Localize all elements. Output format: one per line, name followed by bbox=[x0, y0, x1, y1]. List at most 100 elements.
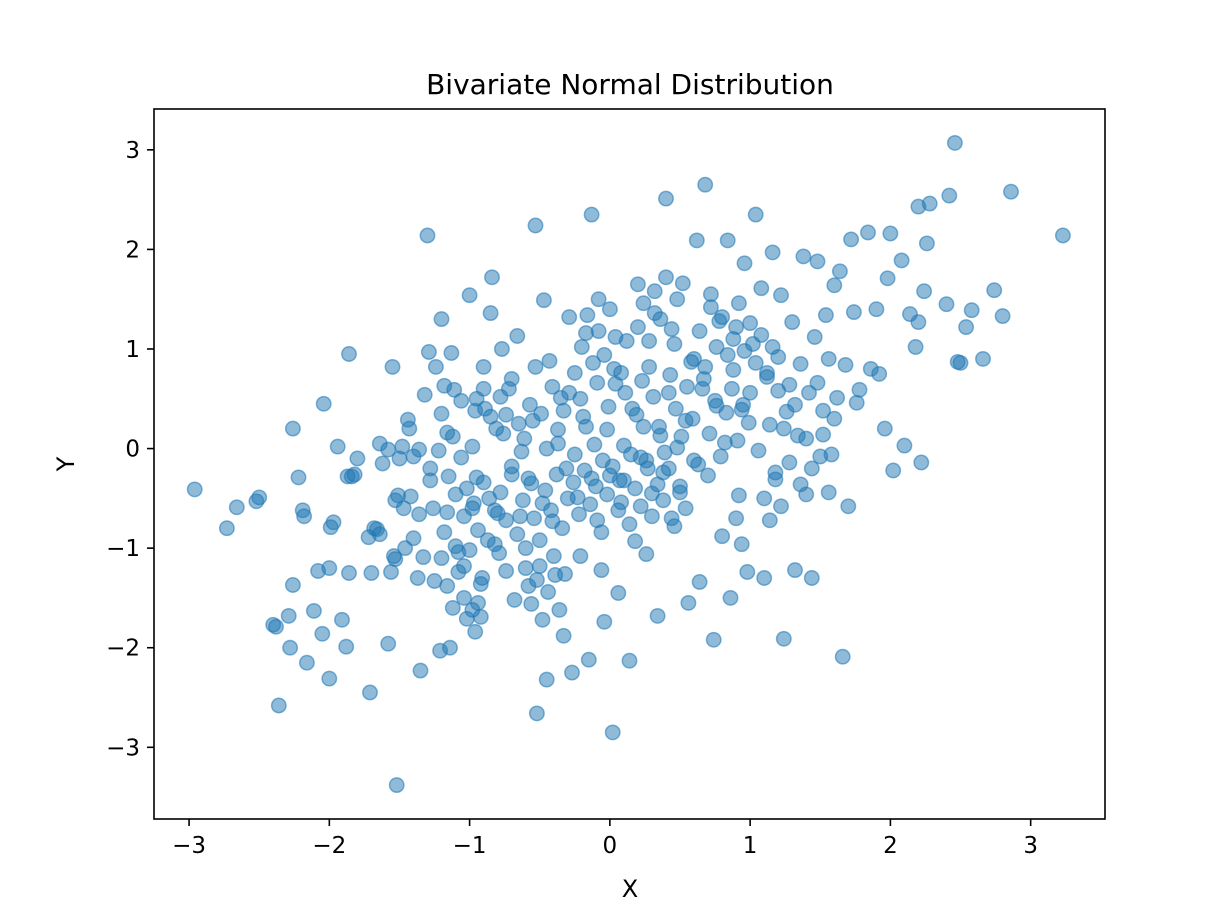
data-point bbox=[593, 562, 610, 579]
data-point bbox=[447, 486, 464, 503]
data-point bbox=[803, 460, 820, 477]
data-point bbox=[586, 436, 603, 453]
data-point bbox=[921, 195, 938, 212]
data-point bbox=[587, 478, 604, 495]
data-point bbox=[576, 462, 593, 479]
data-point bbox=[416, 386, 433, 403]
data-point bbox=[656, 444, 673, 461]
data-point bbox=[380, 635, 397, 652]
data-point bbox=[446, 381, 463, 398]
data-point bbox=[464, 438, 481, 455]
data-point bbox=[660, 384, 677, 401]
data-point bbox=[792, 355, 809, 372]
data-point bbox=[371, 526, 388, 543]
data-point bbox=[374, 455, 391, 472]
data-point bbox=[840, 498, 857, 515]
data-point bbox=[770, 382, 787, 399]
data-point bbox=[572, 390, 589, 407]
data-point bbox=[298, 654, 315, 671]
data-point bbox=[442, 639, 458, 656]
data-point bbox=[284, 577, 301, 593]
data-point bbox=[527, 358, 544, 375]
data-point bbox=[975, 350, 991, 367]
data-point bbox=[443, 345, 460, 361]
data-point bbox=[806, 329, 823, 345]
data-point bbox=[565, 474, 582, 491]
data-point bbox=[667, 400, 684, 417]
data-point bbox=[362, 684, 378, 701]
data-point bbox=[533, 405, 550, 422]
data-point bbox=[583, 206, 600, 223]
data-point bbox=[871, 365, 888, 382]
data-point bbox=[482, 305, 499, 322]
data-point bbox=[402, 488, 419, 505]
data-point bbox=[787, 396, 803, 413]
data-point bbox=[599, 486, 616, 503]
data-point bbox=[412, 662, 429, 679]
y-tick-label: 1 bbox=[125, 337, 140, 363]
data-point bbox=[604, 458, 621, 475]
data-point bbox=[882, 225, 899, 242]
data-point bbox=[820, 484, 837, 501]
data-point bbox=[823, 446, 840, 463]
data-point bbox=[461, 542, 478, 559]
data-point bbox=[910, 314, 927, 331]
data-point bbox=[809, 253, 826, 270]
data-point bbox=[440, 468, 457, 485]
data-point bbox=[690, 456, 707, 473]
data-point bbox=[621, 516, 638, 533]
data-point bbox=[662, 366, 679, 383]
data-point bbox=[433, 550, 450, 567]
data-point bbox=[564, 664, 580, 681]
data-point bbox=[268, 618, 284, 635]
data-point bbox=[613, 364, 630, 381]
data-point bbox=[251, 489, 268, 506]
data-point bbox=[803, 570, 820, 586]
data-point bbox=[834, 648, 851, 665]
data-point bbox=[649, 476, 666, 493]
data-point bbox=[315, 395, 332, 412]
data-point bbox=[759, 368, 775, 385]
data-point bbox=[719, 347, 736, 363]
data-point bbox=[938, 296, 955, 313]
data-point bbox=[498, 563, 515, 579]
data-point bbox=[627, 480, 644, 497]
data-point bbox=[735, 396, 752, 413]
data-point bbox=[523, 595, 540, 612]
data-point bbox=[635, 418, 652, 435]
data-point bbox=[714, 528, 731, 545]
data-point bbox=[663, 321, 680, 338]
data-point bbox=[879, 270, 896, 287]
data-point bbox=[296, 508, 313, 525]
data-point bbox=[409, 570, 426, 586]
data-point bbox=[652, 311, 669, 328]
data-point bbox=[634, 372, 651, 389]
data-point bbox=[334, 611, 350, 628]
data-point bbox=[658, 269, 674, 286]
data-point bbox=[638, 546, 655, 563]
data-point bbox=[723, 380, 740, 397]
data-point bbox=[596, 347, 613, 363]
data-point bbox=[566, 364, 583, 381]
data-point bbox=[787, 562, 803, 579]
data-point bbox=[669, 291, 686, 308]
data-point bbox=[531, 558, 548, 575]
data-point bbox=[573, 339, 590, 355]
data-point bbox=[815, 426, 832, 443]
plot-frame bbox=[153, 108, 1106, 820]
data-point bbox=[314, 625, 331, 642]
data-point bbox=[433, 405, 450, 422]
data-point bbox=[756, 490, 773, 507]
data-point bbox=[775, 630, 792, 647]
data-point bbox=[845, 304, 862, 321]
data-point bbox=[733, 536, 750, 553]
data-point bbox=[439, 504, 456, 521]
data-point bbox=[617, 384, 634, 401]
data-point bbox=[517, 540, 534, 557]
data-point bbox=[492, 484, 509, 501]
data-point bbox=[388, 777, 405, 794]
data-point bbox=[742, 384, 759, 401]
data-point bbox=[691, 574, 708, 590]
data-point bbox=[555, 402, 572, 419]
data-point bbox=[475, 358, 492, 375]
